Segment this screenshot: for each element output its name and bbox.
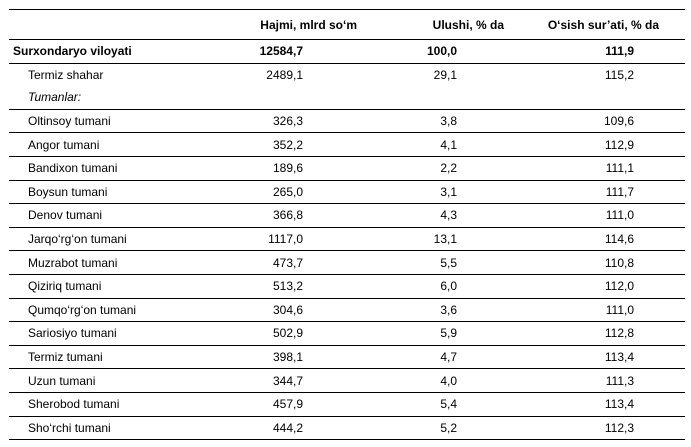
table-header: Hajmi, mlrd so‘m Ulushi, % da O‘sish sur… — [9, 9, 685, 40]
table-row: Bandixon tumani 189,6 2,2 111,1 — [9, 156, 685, 181]
row-share: 3,1 — [384, 180, 533, 205]
header-share: Ulushi, % da — [384, 9, 533, 40]
row-volume: 1117,0 — [211, 227, 384, 252]
row-volume: 304,6 — [211, 298, 384, 323]
row-growth: 112,0 — [533, 274, 685, 299]
row-name: Jarqo‘rg‘on tumani — [9, 227, 211, 252]
row-name: Denov tumani — [9, 203, 211, 228]
row-share: 2,2 — [384, 156, 533, 181]
table-row: Termiz tumani 398,1 4,7 113,4 — [9, 345, 685, 370]
row-share: 6,0 — [384, 274, 533, 299]
city-row: Termiz shahar 2489,1 29,1 115,2 — [9, 63, 685, 86]
row-name: Qiziriq tumani — [9, 274, 211, 299]
table-row: Sherobod tumani 457,9 5,4 113,4 — [9, 392, 685, 417]
row-share: 5,4 — [384, 392, 533, 417]
table-body: Surxondaryo viloyati 12584,7 100,0 111,9… — [9, 39, 685, 441]
table-row: Angor tumani 352,2 4,1 112,9 — [9, 132, 685, 157]
table-row: Oltinsoy tumani 326,3 3,8 109,6 — [9, 109, 685, 134]
row-share: 29,1 — [433, 67, 457, 82]
row-volume: 398,1 — [211, 345, 384, 370]
table-row: Qiziriq tumani 513,2 6,0 112,0 — [9, 274, 685, 299]
row-share: 4,3 — [384, 203, 533, 228]
header-row: Hajmi, mlrd so‘m Ulushi, % da O‘sish sur… — [9, 9, 685, 40]
row-volume: 457,9 — [211, 392, 384, 417]
row-name: Sho‘rchi tumani — [9, 416, 211, 441]
row-volume: 12584,7 — [211, 39, 384, 64]
row-volume: 352,2 — [211, 132, 384, 157]
row-volume: 326,3 — [211, 109, 384, 134]
row-name: Muzrabot tumani — [9, 250, 211, 275]
row-volume: 265,0 — [211, 180, 384, 205]
row-growth: 111,0 — [533, 298, 685, 323]
row-growth: 111,1 — [533, 156, 685, 181]
row-growth: 111,7 — [533, 180, 685, 205]
row-share: 4,1 — [384, 132, 533, 157]
row-growth: 111,9 — [533, 39, 685, 64]
row-growth: 112,3 — [533, 416, 685, 441]
row-volume: 366,8 — [211, 203, 384, 228]
row-share: 4,0 — [384, 368, 533, 393]
row-name: Termiz shahar — [28, 67, 104, 82]
row-volume: 444,2 — [211, 416, 384, 441]
row-growth: 113,4 — [533, 392, 685, 417]
header-growth: O‘sish sur’ati, % da — [533, 9, 685, 40]
row-growth: 111,0 — [533, 203, 685, 228]
table-row: Muzrabot tumani 473,7 5,5 110,8 — [9, 250, 685, 275]
table-row: Jarqo‘rg‘on tumani 1117,0 13,1 114,6 — [9, 227, 685, 252]
districts-subheading: Tumanlar: — [9, 86, 685, 110]
row-growth: 113,4 — [533, 345, 685, 370]
table-row: Denov tumani 366,8 4,3 111,0 — [9, 203, 685, 228]
row-share: 100,0 — [384, 39, 533, 64]
row-growth: 110,8 — [533, 250, 685, 275]
row-share: 5,2 — [384, 416, 533, 441]
row-growth: 112,8 — [533, 321, 685, 346]
region-statistics-table: Hajmi, mlrd so‘m Ulushi, % da O‘sish sur… — [9, 9, 685, 441]
row-volume: 344,7 — [211, 368, 384, 393]
row-name: Uzun tumani — [9, 368, 211, 393]
table-row: Uzun tumani 344,7 4,0 111,3 — [9, 368, 685, 393]
row-share: 5,9 — [384, 321, 533, 346]
header-volume: Hajmi, mlrd so‘m — [211, 9, 384, 40]
subheading-row: Tumanlar: — [9, 86, 685, 110]
row-name: Qumqo‘rg‘on tumani — [9, 298, 211, 323]
row-name: Oltinsoy tumani — [9, 109, 211, 134]
row-share: 3,6 — [384, 298, 533, 323]
row-growth: 111,3 — [533, 368, 685, 393]
header-name — [9, 9, 211, 40]
table-row: Qumqo‘rg‘on tumani 304,6 3,6 111,0 — [9, 298, 685, 323]
row-name: Termiz tumani — [9, 345, 211, 370]
row-volume: 189,6 — [211, 156, 384, 181]
row-share: 13,1 — [384, 227, 533, 252]
row-name: Sherobod tumani — [9, 392, 211, 417]
row-share: 3,8 — [384, 109, 533, 134]
row-name: Angor tumani — [9, 132, 211, 157]
table-row: Boysun tumani 265,0 3,1 111,7 — [9, 180, 685, 205]
row-share: 5,5 — [384, 250, 533, 275]
row-growth: 109,6 — [533, 109, 685, 134]
table-row: Sariosiyo tumani 502,9 5,9 112,8 — [9, 321, 685, 346]
row-growth: 114,6 — [533, 227, 685, 252]
table-row: Sho‘rchi tumani 444,2 5,2 112,3 — [9, 416, 685, 441]
row-growth: 112,9 — [533, 132, 685, 157]
row-name: Bandixon tumani — [9, 156, 211, 181]
row-growth: 115,2 — [604, 67, 634, 82]
row-share: 4,7 — [384, 345, 533, 370]
row-volume: 513,2 — [211, 274, 384, 299]
row-name: Sariosiyo tumani — [9, 321, 211, 346]
row-name: Surxondaryo viloyati — [9, 39, 211, 64]
row-name: Boysun tumani — [9, 180, 211, 205]
total-row: Surxondaryo viloyati 12584,7 100,0 111,9 — [9, 39, 685, 64]
row-volume: 2489,1 — [266, 67, 303, 82]
row-volume: 473,7 — [211, 250, 384, 275]
row-volume: 502,9 — [211, 321, 384, 346]
